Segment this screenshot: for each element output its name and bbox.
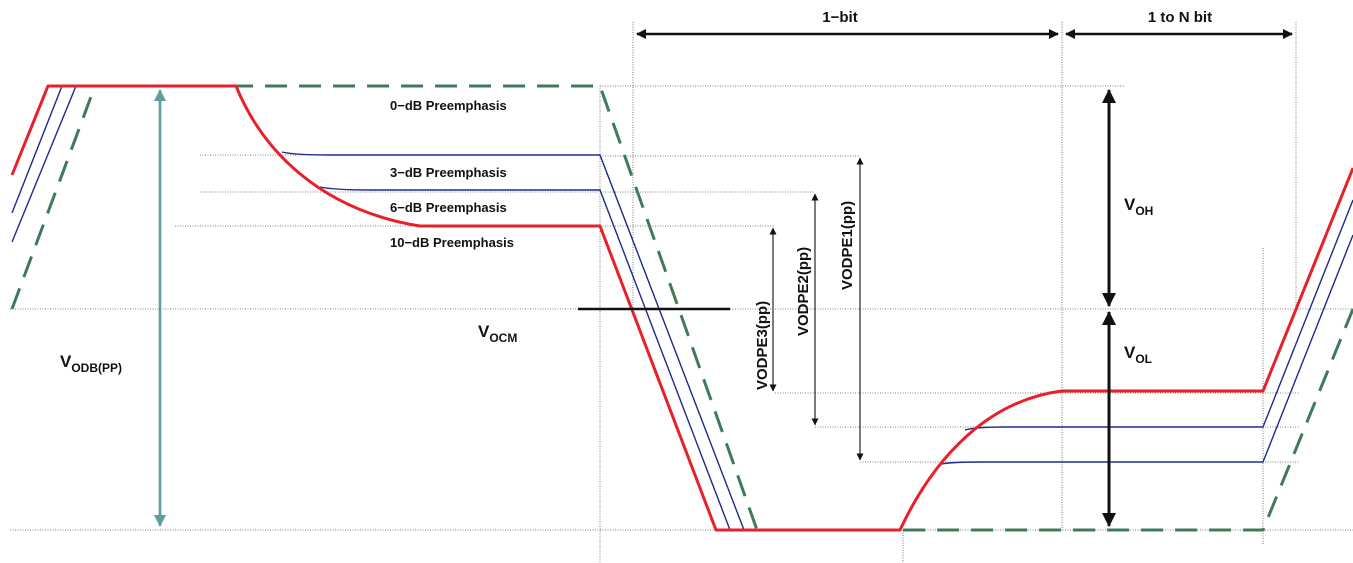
- trace-6db-rise-left: [11, 85, 77, 243]
- trace-3db-rise: [941, 234, 1353, 465]
- vertical-guides: [599, 22, 1297, 563]
- trace-6db-rise: [964, 199, 1353, 431]
- trace-3db-rise-left: [11, 85, 63, 214]
- label-10db-preemphasis: 10−dB Preemphasis: [390, 235, 514, 250]
- trace-3db-fall: [281, 151, 745, 531]
- label-vocm: VOCM: [478, 322, 517, 345]
- label-vodpe2: VODPE2(pp): [795, 247, 812, 336]
- trace-10db-rise-left: [10, 84, 236, 176]
- label-1-bit: 1−bit: [822, 9, 857, 26]
- traces-blue: [11, 85, 1353, 531]
- label-voh: VOH: [1124, 195, 1153, 218]
- label-vol: VOL: [1124, 343, 1152, 366]
- label-vodb-pp: VODB(PP): [60, 352, 122, 375]
- trace-10db: [10, 84, 1353, 532]
- label-1-to-n-bit: 1 to N bit: [1148, 9, 1212, 26]
- label-3db-preemphasis: 3−dB Preemphasis: [390, 165, 507, 180]
- label-6db-preemphasis: 6−dB Preemphasis: [390, 200, 507, 215]
- trace-10db-main: [234, 85, 1353, 532]
- trace-6db-fall: [319, 186, 731, 531]
- label-vodpe3: VODPE3(pp): [754, 301, 771, 390]
- label-0db-preemphasis: 0−dB Preemphasis: [390, 98, 507, 113]
- label-vodpe1: VODPE1(pp): [839, 201, 856, 290]
